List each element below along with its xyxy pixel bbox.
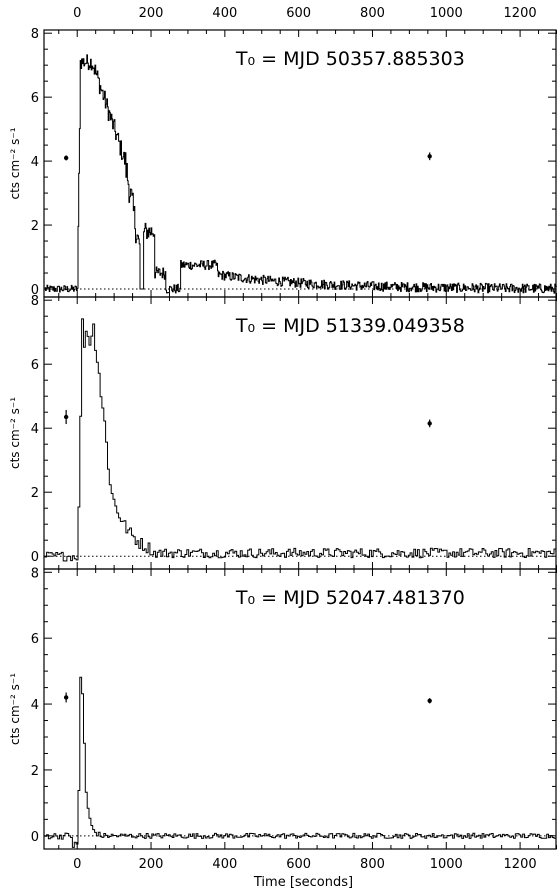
panel-3-ytick-label: 2 (31, 764, 39, 779)
top-xtick-label: 200 (139, 6, 164, 21)
panel-1-error-point-2 (427, 154, 432, 159)
bottom-xtick-label: 0 (73, 857, 81, 872)
panel-3-title: T₀ = MJD 52047.481370 (235, 587, 465, 609)
panel-2-ytick-label: 2 (31, 486, 39, 501)
top-xtick-label: 1000 (430, 6, 463, 21)
panel-2-frame (43, 296, 557, 570)
bottom-xtick-label: 800 (360, 857, 385, 872)
bottom-xtick-label: 600 (286, 857, 311, 872)
panel-3-ytick-label: 8 (31, 566, 39, 581)
top-xtick-label: 400 (212, 6, 237, 21)
panel-1-error-point-1 (63, 155, 69, 161)
panel-2-error-point-1 (63, 414, 69, 420)
panel-3-error-point-1 (63, 695, 69, 700)
panel-3: 0 2 4 6 8 cts cm⁻² s⁻¹ T₀ = MJD 52047.481370 (8, 566, 557, 850)
panel-3-ytick-label: 0 (31, 830, 39, 845)
panel-3-light-curve (44, 676, 556, 848)
panel-1-title: T₀ = MJD 50357.885303 (235, 48, 465, 70)
bottom-xtick-label: 1000 (430, 857, 463, 872)
panel-2-ytick-label: 6 (31, 358, 39, 373)
panel-2-ytick-label: 0 (31, 550, 39, 565)
panel-2-error-point-2 (427, 421, 432, 426)
top-xtick-label: 800 (360, 6, 385, 21)
top-xtick-label: 1200 (504, 6, 537, 21)
panel-3-error-point-2 (427, 698, 432, 703)
panel-2-ylabel: cts cm⁻² s⁻¹ (8, 397, 22, 469)
top-xtick-label: 0 (73, 6, 81, 21)
bottom-xtick-label: 1200 (504, 857, 537, 872)
panel-1-ytick-label: 2 (31, 219, 39, 234)
panel-3-ylabel: cts cm⁻² s⁻¹ (8, 673, 22, 745)
panel-1-light-curve (44, 54, 557, 294)
panel-2-light-curve (44, 318, 557, 562)
panel-1-ytick-label: 0 (31, 283, 39, 298)
bottom-xtick-label: 200 (139, 857, 164, 872)
panel-1: 0 2 4 6 8 cts cm⁻² s⁻¹ T₀ = MJD 50357.885303 (8, 27, 557, 298)
panel-1-ytick-label: 4 (31, 155, 39, 170)
panel-1-ytick-label: 8 (31, 27, 39, 42)
xlabel: Time [seconds] (253, 875, 353, 890)
panel-3-frame (43, 568, 557, 850)
panel-3-ytick-label: 6 (31, 632, 39, 647)
top-xtick-label: 600 (286, 6, 311, 21)
bottom-xtick-label: 400 (212, 857, 237, 872)
panel-1-ytick-label: 6 (31, 91, 39, 106)
panel-1-ylabel: cts cm⁻² s⁻¹ (8, 127, 22, 199)
panel-3-ytick-label: 4 (31, 698, 39, 713)
panel-2-ytick-label: 4 (31, 422, 39, 437)
panel-2: 0 2 4 6 8 cts cm⁻² s⁻¹ T₀ = MJD 51339.049358 (8, 294, 557, 570)
panel-2-title: T₀ = MJD 51339.049358 (235, 315, 465, 337)
panel-1-frame (43, 29, 557, 298)
panel-2-ytick-label: 8 (31, 294, 39, 309)
